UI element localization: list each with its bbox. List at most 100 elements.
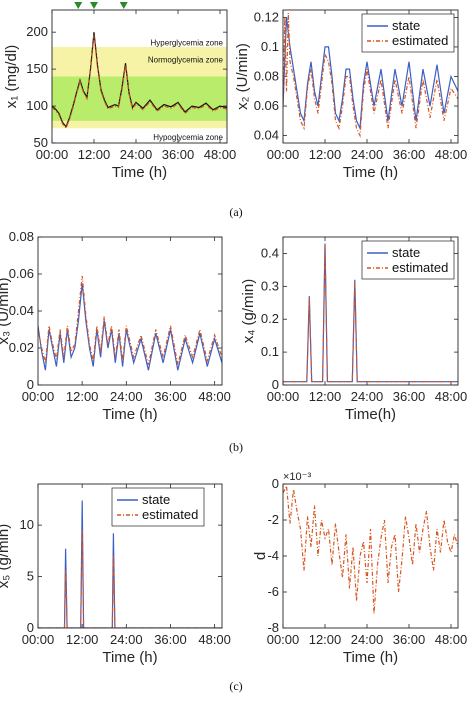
d-ytick-label: -2: [267, 512, 279, 527]
x5-xtick-label: 48:00: [198, 632, 231, 647]
d-xtick-label: 00:00: [267, 632, 300, 647]
x4-axes-box: [282, 236, 459, 386]
x5-ylabel: x₅ (g/min): [0, 524, 12, 588]
x3-ytick-label: 0.04: [9, 303, 34, 318]
d-series-estimated-line: [283, 484, 458, 614]
x3-xtick-label: 12:00: [66, 389, 99, 404]
x1-axes-box: [51, 9, 228, 144]
x2-ytick-label: 0.08: [254, 69, 279, 84]
x4-xlabel: Time(h): [345, 406, 396, 423]
x4-legend-label-state: state: [392, 245, 420, 260]
x1-xtick-label: 24:00: [120, 147, 153, 162]
d-exponent: ×10⁻³: [283, 471, 311, 483]
x1-meal-marker: [90, 2, 98, 9]
x3-xlabel: Time (h): [102, 406, 157, 423]
d-ytick-label: -4: [267, 548, 279, 563]
x5-xtick-label: 36:00: [154, 632, 187, 647]
x2-ytick-label: 0.04: [254, 128, 279, 143]
x5-xtick-label: 12:00: [66, 632, 99, 647]
x4-xtick-label: 36:00: [393, 389, 426, 404]
d-xtick-label: 48:00: [435, 632, 468, 647]
x5-xtick-label: 24:00: [110, 632, 143, 647]
x2-legend-label-estimated: estimated: [392, 33, 448, 48]
x2-xtick-label: 48:00: [435, 147, 468, 162]
x1-ytick-label: 150: [26, 61, 48, 76]
d-ylabel: d: [252, 552, 269, 560]
x4-series-estimated-line: [283, 245, 458, 383]
x4-xtick-label: 00:00: [267, 389, 300, 404]
x2-series-state-line: [283, 17, 458, 131]
x4-ytick-label: 0.4: [261, 245, 279, 260]
x1-xtick-label: 36:00: [162, 147, 195, 162]
x1-xtick-label: 00:00: [36, 147, 69, 162]
x2-xtick-label: 24:00: [351, 147, 384, 162]
x4-xtick-label: 48:00: [435, 389, 468, 404]
x5-xtick-label: 00:00: [22, 632, 55, 647]
x2-xlabel: Time (h): [343, 164, 398, 181]
x5-ytick-label: 5: [27, 569, 34, 584]
caption-c: (c): [229, 679, 242, 693]
x2-legend-box: [361, 13, 455, 53]
x1-ytick-label: 50: [34, 135, 48, 150]
x4-ytick-label: 0.2: [261, 311, 279, 326]
x1-band-inner: [52, 76, 227, 121]
x1-series-0-line: [52, 32, 227, 128]
x3-xtick-label: 24:00: [110, 389, 143, 404]
x4-ytick-label: 0: [272, 377, 279, 392]
x2-ylabel: x₂ (U/min): [234, 43, 251, 110]
x2-series-estimated-line: [283, 12, 458, 138]
caption-a: (a): [229, 205, 242, 219]
x1-ytick-label: 100: [26, 98, 48, 113]
x4-ytick-label: 0.3: [261, 278, 279, 293]
d-ytick-label: -8: [267, 620, 279, 635]
x1-ytick-label: 200: [26, 24, 48, 39]
x5-ytick-label: 0: [27, 620, 34, 635]
x2-ytick-label: 0.1: [261, 39, 279, 54]
x4-xtick-label: 24:00: [351, 389, 384, 404]
x1-ylabel: x₁ (mg/dl): [3, 45, 20, 108]
x4-ytick-label: 0.1: [261, 344, 279, 359]
x3-xtick-label: 48:00: [198, 389, 231, 404]
x1-meal-marker: [119, 2, 128, 9]
x1-xtick-label: 12:00: [78, 147, 111, 162]
x5-legend-box: [111, 487, 205, 527]
d-ytick-label: 0: [272, 476, 279, 491]
x2-axes-box: [282, 9, 459, 144]
x2-xtick-label: 12:00: [309, 147, 342, 162]
x2-xtick-label: 36:00: [393, 147, 426, 162]
x3-ytick-label: 0: [27, 377, 34, 392]
x1-series-1-line: [52, 35, 227, 130]
x5-ytick-label: 10: [20, 517, 34, 532]
d-xtick-label: 12:00: [309, 632, 342, 647]
d-axes-box: [282, 483, 459, 629]
x4-legend-label-estimated: estimated: [392, 260, 448, 275]
x3-xtick-label: 36:00: [154, 389, 187, 404]
x3-series-estimated-line: [38, 275, 222, 365]
x3-xtick-label: 00:00: [22, 389, 55, 404]
x1-xlabel: Time (h): [112, 164, 167, 181]
x3-ytick-label: 0.02: [9, 340, 34, 355]
x1-band-label: Hyperglycemia zone: [151, 39, 224, 48]
x1-band-label: Hypoglycemia zone: [153, 133, 223, 142]
x1-meal-marker: [74, 2, 83, 9]
x4-ylabel: x₄ (g/min): [240, 279, 257, 343]
x1-xtick-label: 48:00: [204, 147, 237, 162]
x3-ytick-label: 0.08: [9, 229, 34, 244]
x3-ylabel: x₃ (U/min): [0, 278, 12, 345]
x2-xtick-label: 00:00: [267, 147, 300, 162]
x1-band-label: Normoglycemia zone: [148, 56, 224, 65]
x4-xtick-label: 12:00: [309, 389, 342, 404]
x4-legend-box: [361, 240, 455, 280]
d-xtick-label: 36:00: [393, 632, 426, 647]
x5-axes-box: [37, 483, 223, 629]
d-xtick-label: 24:00: [351, 632, 384, 647]
d-ytick-label: -6: [267, 584, 279, 599]
d-xlabel: Time (h): [343, 649, 398, 666]
x3-series-state-line: [38, 283, 222, 371]
x5-series-estimated-line: [38, 530, 222, 628]
x3-axes-box: [37, 236, 223, 386]
